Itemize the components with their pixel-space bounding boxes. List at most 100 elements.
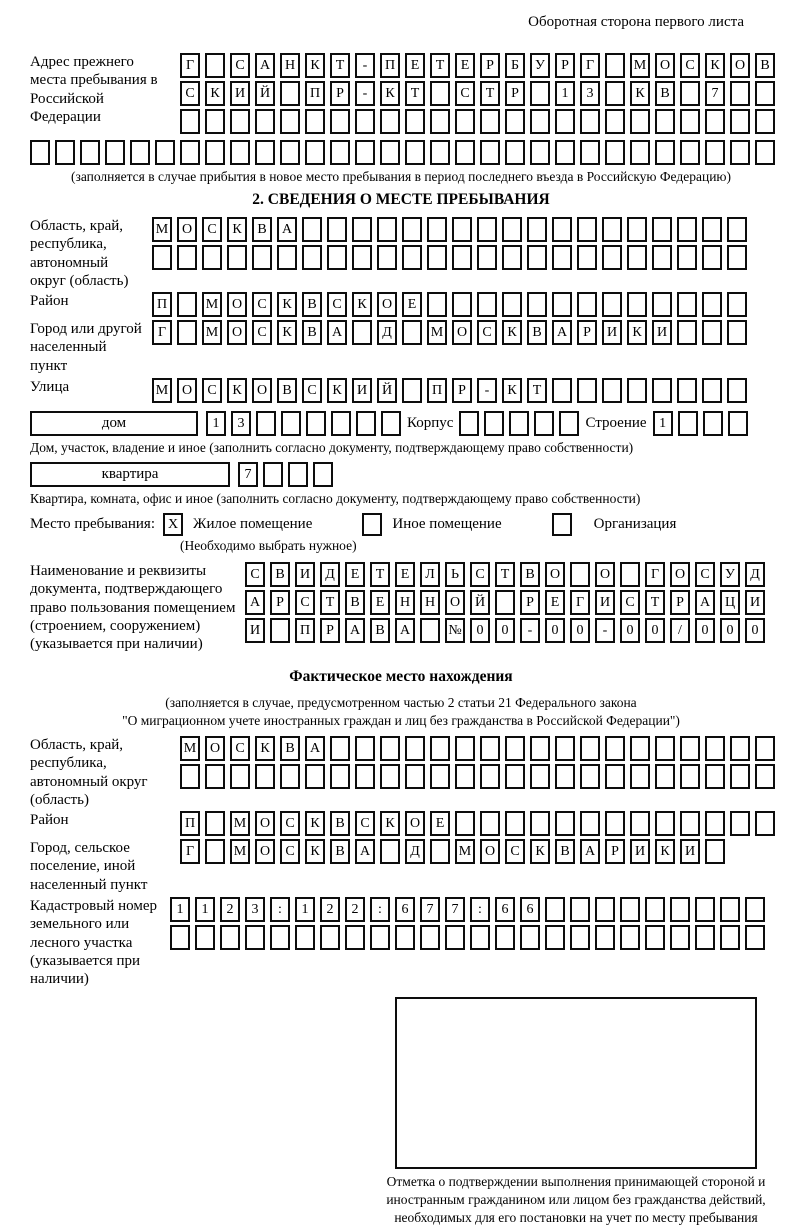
char-cell: В (370, 618, 390, 644)
char-cell (677, 378, 697, 404)
char-cell: И (745, 590, 765, 616)
char-cell: 2 (345, 897, 365, 923)
char-cell (720, 925, 740, 951)
char-cell (580, 109, 600, 134)
char-cell: Е (370, 590, 390, 616)
char-cell (302, 245, 322, 270)
char-cell (502, 292, 522, 318)
prev-address-row-3 (180, 109, 775, 134)
char-cell: О (595, 562, 615, 588)
checkbox-org[interactable] (551, 513, 572, 537)
char-cell (377, 245, 397, 270)
char-cell: И (652, 320, 672, 346)
char-cell: С (695, 562, 715, 588)
char-cell: 3 (580, 81, 600, 106)
char-cell (330, 764, 350, 789)
char-cell: 0 (470, 618, 490, 644)
checkbox-zhiloe[interactable]: X (163, 513, 183, 537)
char-cell: А (395, 618, 415, 644)
char-cell (306, 411, 326, 437)
char-cell (205, 811, 225, 837)
char-cell (577, 245, 597, 270)
char-cell: М (230, 811, 250, 837)
char-cell (280, 764, 300, 789)
char-cell (677, 292, 697, 318)
char-cell: О (227, 292, 247, 318)
char-cell (256, 411, 276, 437)
char-cell: К (502, 378, 522, 404)
char-cell: С (327, 292, 347, 318)
checkbox-inoe[interactable] (362, 513, 383, 537)
char-cell (530, 764, 550, 789)
char-cell: М (202, 292, 222, 318)
char-cell (755, 736, 775, 761)
char-cell (680, 81, 700, 106)
char-cell (327, 245, 347, 270)
fact-caption-line2: "О миграционном учете иностранных гражда… (122, 712, 680, 728)
stamp-caption: Отметка о подтверждении выполнения прини… (386, 1173, 766, 1225)
korpus-cells (459, 411, 580, 437)
char-cell: П (427, 378, 447, 404)
form-back-page: Оборотная сторона первого листа Адрес пр… (30, 14, 775, 1225)
char-cell (577, 217, 597, 242)
char-cell: Г (580, 53, 600, 78)
char-cell: К (627, 320, 647, 346)
char-cell: - (355, 53, 375, 78)
char-cell: Г (180, 53, 200, 78)
char-cell: С (252, 292, 272, 318)
char-cell: 0 (495, 618, 515, 644)
char-cell (477, 217, 497, 242)
char-cell (255, 764, 275, 789)
char-cell: О (655, 53, 675, 78)
char-cell: К (380, 81, 400, 106)
char-cell (305, 764, 325, 789)
char-cell (305, 109, 325, 134)
char-cell (677, 245, 697, 270)
char-cell: 1 (555, 81, 575, 106)
char-cell (195, 925, 215, 951)
mesto-label: Место пребывания: (30, 516, 155, 533)
char-cell: В (520, 562, 540, 588)
char-cell (602, 292, 622, 318)
char-cell (595, 925, 615, 951)
char-cell: С (302, 378, 322, 404)
char-cell: 7 (705, 81, 725, 106)
char-cell: В (527, 320, 547, 346)
char-cell: Ц (720, 590, 740, 616)
char-cell (505, 109, 525, 134)
char-cell (755, 109, 775, 134)
char-cell (630, 140, 650, 165)
char-cell (263, 462, 283, 488)
char-cell (330, 140, 350, 165)
char-cell (680, 764, 700, 789)
char-cell: О (480, 839, 500, 865)
char-cell (527, 292, 547, 318)
char-cell: П (152, 292, 172, 318)
char-cell (370, 925, 390, 951)
char-cell (255, 140, 275, 165)
char-cell (755, 764, 775, 789)
char-cell: 0 (570, 618, 590, 644)
char-cell (220, 925, 240, 951)
char-cell: У (720, 562, 740, 588)
char-cell (80, 140, 100, 165)
char-cell (380, 109, 400, 134)
char-cell: Е (345, 562, 365, 588)
char-cell (727, 245, 747, 270)
char-cell (730, 109, 750, 134)
char-cell (627, 378, 647, 404)
char-cell (402, 320, 422, 346)
char-cell (680, 811, 700, 837)
char-cell: О (445, 590, 465, 616)
char-cell (620, 925, 640, 951)
char-cell: 0 (545, 618, 565, 644)
char-cell (755, 81, 775, 106)
char-cell (30, 140, 50, 165)
char-cell: С (230, 736, 250, 761)
char-cell: М (630, 53, 650, 78)
char-cell: Р (605, 839, 625, 865)
